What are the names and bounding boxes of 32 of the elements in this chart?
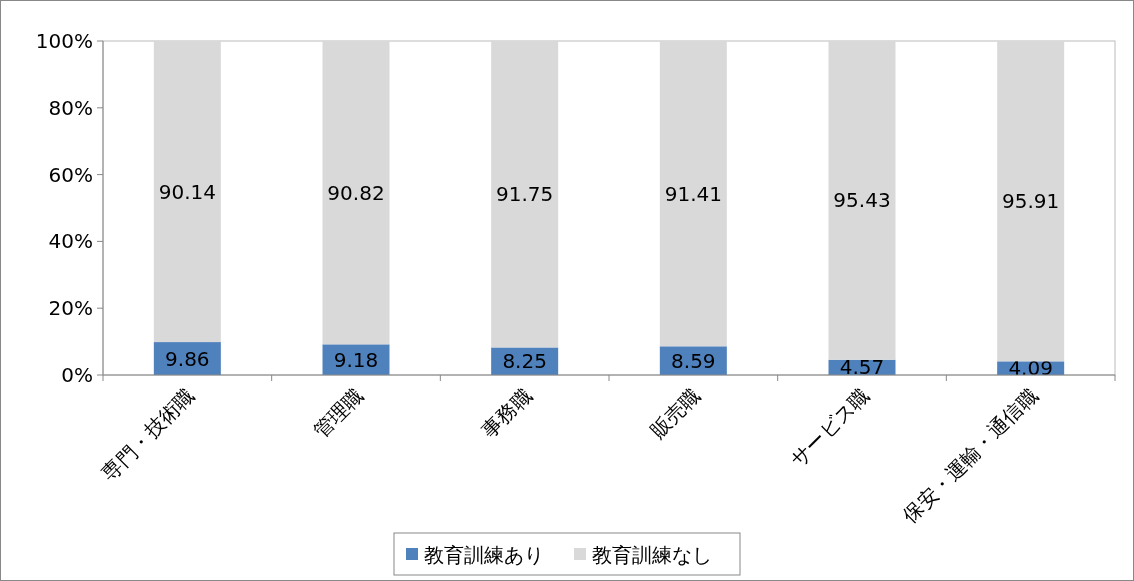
x-tick-label: 販売職	[645, 383, 705, 443]
data-label: 95.91	[1002, 189, 1060, 214]
y-tick-label: 20%	[48, 296, 93, 321]
data-label: 8.25	[502, 349, 547, 374]
data-label: 4.57	[839, 355, 885, 380]
bar	[491, 41, 559, 348]
bar	[322, 41, 390, 345]
bar	[828, 41, 896, 360]
data-label: 4.09	[1008, 356, 1053, 381]
data-label: 91.41	[664, 181, 722, 206]
data-label: 90.82	[327, 180, 385, 205]
x-tick-label: 管理職	[308, 383, 368, 443]
y-tick-label: 40%	[48, 229, 93, 254]
legend-label: 教育訓練あり	[424, 543, 544, 567]
y-tick-label: 60%	[48, 162, 93, 187]
bar	[153, 41, 221, 343]
bar	[997, 41, 1065, 362]
x-tick-label: サービス職	[785, 383, 874, 472]
data-label: 8.59	[671, 348, 716, 373]
bar	[659, 41, 727, 347]
x-tick-label: 保安・運輸・通信職	[897, 383, 1043, 528]
legend-label: 教育訓練なし	[592, 543, 712, 567]
data-label: 90.14	[158, 179, 216, 204]
data-label: 9.86	[165, 346, 210, 371]
x-tick-label: 専門・技術職	[97, 383, 199, 486]
y-tick-label: 80%	[48, 95, 93, 120]
data-label: 91.75	[496, 182, 554, 207]
y-tick-label: 100%	[35, 29, 93, 53]
data-label: 9.18	[333, 347, 379, 372]
x-tick-label: 事務職	[476, 383, 537, 443]
y-tick-label: 0%	[61, 363, 93, 387]
data-label: 95.43	[833, 188, 891, 213]
